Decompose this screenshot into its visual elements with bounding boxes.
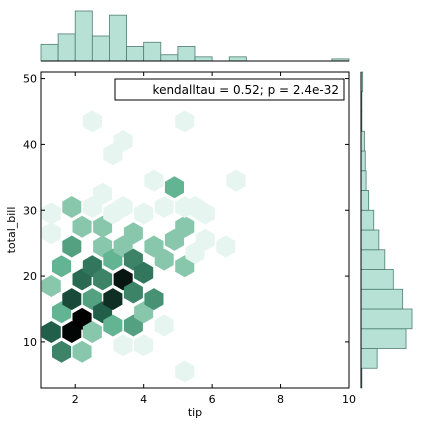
y-hist-bar	[360, 249, 386, 270]
stat-annotation: kendalltau = 0.52; p = 2.4e-32	[153, 83, 339, 97]
x-hist-bar	[126, 46, 145, 62]
hexbin-cell	[82, 321, 102, 343]
hexbin-cell	[52, 255, 72, 278]
hexbin-cell	[72, 215, 92, 238]
y-hist-bar	[360, 150, 366, 172]
y-hist-bar	[360, 269, 394, 290]
hexbin-cell	[123, 222, 143, 245]
hexbin-cell	[93, 268, 113, 291]
x-tick-label: 8	[277, 393, 284, 406]
x-hist-bar	[109, 14, 127, 62]
y-hist-bar	[360, 130, 365, 152]
y-hist-bar	[360, 328, 407, 349]
hexbin-cell	[175, 110, 195, 133]
x-tick-label: 6	[209, 393, 216, 406]
x-axis-label: tip	[188, 406, 202, 419]
y-tick-label: 10	[23, 336, 37, 349]
hexbin-cell	[164, 176, 184, 199]
hexbin-cell	[195, 228, 215, 251]
hexbin-layer	[41, 110, 246, 383]
hexbin-cell	[123, 281, 143, 304]
hexbin-cell	[216, 235, 236, 258]
hexbin-cell	[82, 110, 102, 133]
x-axis-ticks: 2 4 6 8 10	[72, 72, 356, 406]
hexbin-cell	[93, 182, 113, 205]
x-hist-bar	[40, 43, 59, 62]
y-hist-bar	[360, 288, 404, 310]
hexbin-cell	[175, 215, 195, 238]
hexbin-cell	[154, 248, 174, 271]
x-hist-bar	[160, 54, 179, 62]
hexbin-cell	[41, 321, 61, 343]
y-tick-label: 40	[23, 138, 37, 151]
hexbin-cell	[175, 360, 195, 383]
hexbin-cell	[113, 334, 133, 357]
hexbin-cell	[226, 169, 246, 192]
y-hist-bar	[360, 308, 413, 330]
hexbin-cell	[154, 314, 174, 337]
y-hist-bar	[360, 209, 375, 231]
hexbin-cell	[41, 202, 61, 225]
x-tick-label: 4	[140, 393, 147, 406]
x-tick-label: 2	[72, 393, 79, 406]
hexbin-cell	[134, 202, 154, 225]
hexbin-cell	[134, 261, 154, 284]
x-hist-bar	[177, 46, 196, 62]
hexbin-cell	[103, 314, 123, 337]
hexbin-cell	[154, 196, 174, 218]
hexbin-cell	[62, 288, 82, 311]
y-axis-ticks: 10 20 30 40 50	[23, 73, 349, 349]
x-hist-bar	[57, 33, 76, 62]
y-hist-bar	[360, 348, 378, 369]
hexbin-cell	[144, 288, 164, 311]
x-marginal-histogram	[40, 10, 350, 62]
joint-plot-frame	[40, 71, 350, 389]
x-hist-bar	[143, 41, 162, 62]
hexbin-cell	[113, 196, 133, 218]
x-hist-bar	[91, 35, 110, 62]
stat-annotation-box	[114, 78, 345, 101]
hexbin-cell	[72, 340, 92, 363]
y-hist-bar	[360, 170, 367, 191]
x-tick-label: 10	[342, 393, 356, 406]
hexbin-cell	[195, 202, 215, 225]
hexbin-cell	[62, 196, 82, 218]
hexbin-cell	[103, 288, 123, 311]
y-axis-label: total_bill	[5, 207, 18, 254]
y-tick-label: 20	[23, 270, 37, 283]
hexbin-cell	[134, 334, 154, 357]
x-hist-bar	[194, 56, 213, 62]
hexbin-cell	[62, 235, 82, 258]
y-tick-label: 50	[23, 73, 37, 86]
x-hist-bar	[74, 10, 93, 62]
y-hist-bar	[360, 229, 380, 251]
x-hist-bar	[228, 56, 247, 62]
y-tick-label: 30	[23, 204, 37, 217]
hexbin-cell	[113, 130, 133, 153]
hexbin-cell	[144, 169, 164, 192]
hexbin-cell	[52, 340, 72, 363]
hexbin-cell	[41, 275, 61, 297]
y-hist-bar	[360, 190, 370, 211]
hexbin-cell	[41, 222, 61, 245]
y-marginal-histogram	[360, 71, 413, 389]
